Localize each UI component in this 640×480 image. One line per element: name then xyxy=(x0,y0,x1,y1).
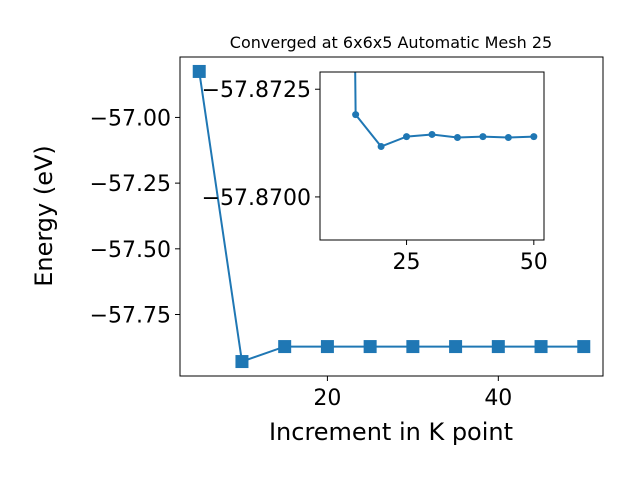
x-tick-label: 50 xyxy=(520,250,548,275)
axes-frame xyxy=(179,56,604,377)
data-point xyxy=(449,340,463,354)
data-point xyxy=(320,340,334,354)
x-axis-label: Increment in K point xyxy=(269,418,513,446)
y-axis-label: Energy (eV) xyxy=(30,145,58,287)
series-group xyxy=(192,64,591,369)
data-point xyxy=(577,340,591,354)
y-tick-label: −57.75 xyxy=(90,304,171,329)
x-tick-label: 20 xyxy=(313,386,341,411)
data-point xyxy=(530,133,538,141)
series-group xyxy=(352,72,538,151)
data-point xyxy=(278,340,292,354)
data-point xyxy=(192,64,206,78)
data-point xyxy=(453,133,461,141)
data-line xyxy=(198,71,584,363)
data-point xyxy=(534,340,548,354)
data-point xyxy=(428,130,436,138)
chart-title: Converged at 6x6x5 Automatic Mesh 25 xyxy=(230,33,552,52)
y-tick-label: −57.00 xyxy=(90,106,171,131)
plot-area xyxy=(320,72,544,240)
data-point xyxy=(479,133,487,141)
x-tick-label: 40 xyxy=(484,386,512,411)
y-tick-label: −57.50 xyxy=(90,238,171,263)
y-tick-label: −57.8725 xyxy=(202,78,311,103)
data-point xyxy=(235,355,249,369)
data-point xyxy=(403,133,411,141)
data-point xyxy=(504,133,512,141)
data-point xyxy=(377,143,385,151)
data-point xyxy=(406,340,420,354)
y-tick-label: −57.8700 xyxy=(202,186,311,211)
data-point xyxy=(352,111,360,119)
x-tick-label: 25 xyxy=(393,250,421,275)
axes-frame xyxy=(319,71,545,241)
y-tick-label: −57.25 xyxy=(90,172,171,197)
data-point xyxy=(363,340,377,354)
data-point xyxy=(491,340,505,354)
